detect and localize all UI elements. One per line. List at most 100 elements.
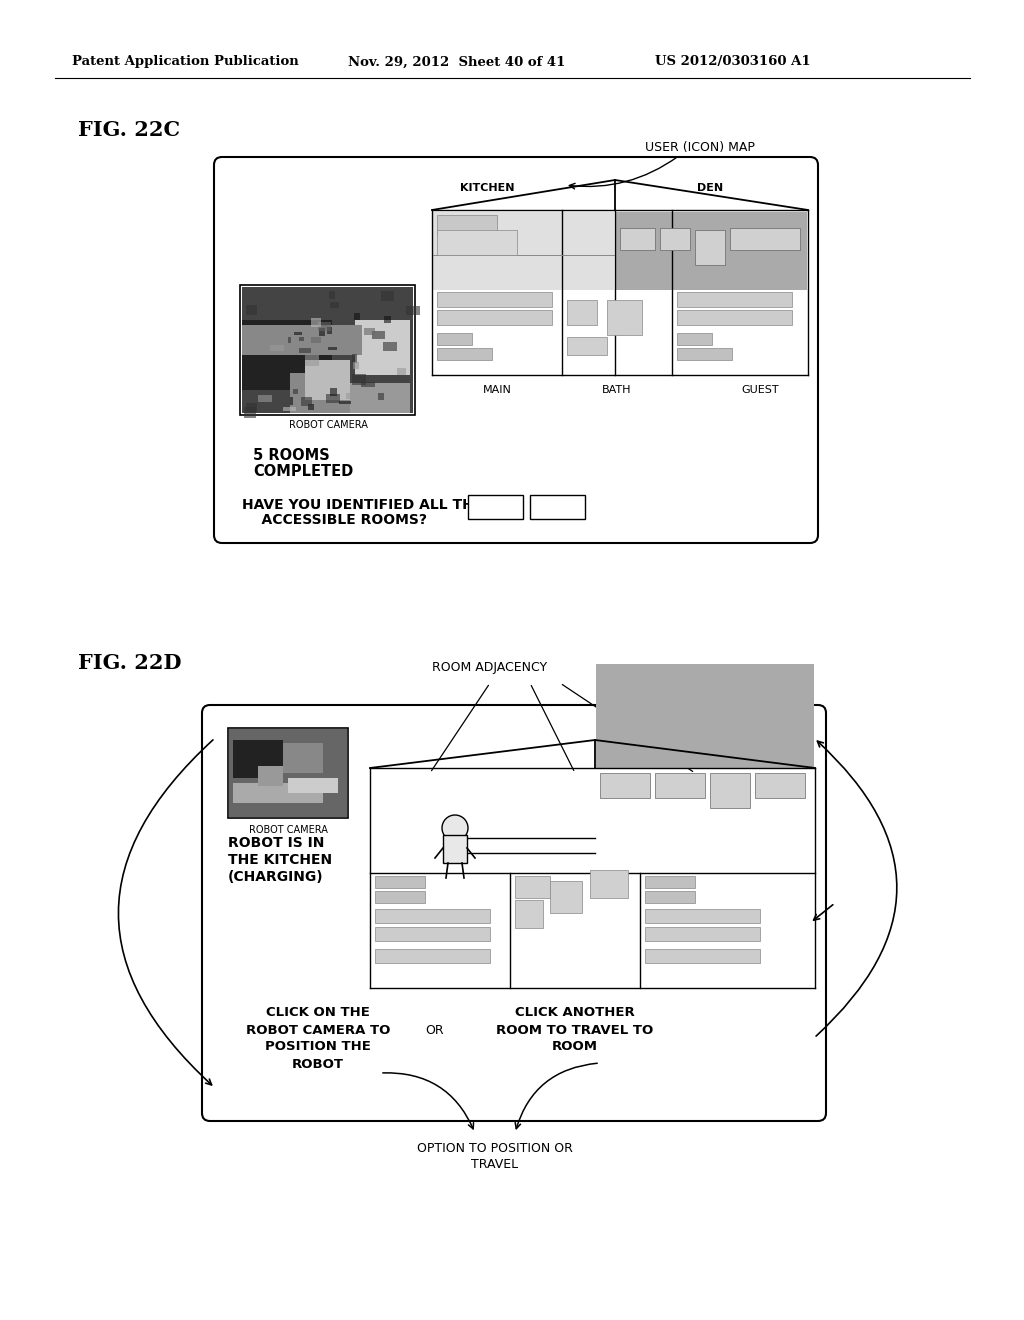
Bar bbox=[730, 228, 800, 249]
Bar bbox=[645, 909, 760, 923]
Text: (CHARGING): (CHARGING) bbox=[228, 870, 324, 884]
Bar bbox=[645, 949, 760, 964]
Bar bbox=[364, 327, 375, 335]
Text: MAIN: MAIN bbox=[482, 385, 511, 395]
Bar bbox=[437, 292, 552, 308]
Text: OR: OR bbox=[426, 1023, 444, 1036]
Bar bbox=[381, 290, 394, 301]
Text: CLICK ON THE: CLICK ON THE bbox=[266, 1006, 370, 1019]
Bar bbox=[258, 766, 283, 785]
Text: TRAVEL: TRAVEL bbox=[471, 1159, 518, 1172]
Bar bbox=[246, 305, 257, 315]
Bar bbox=[406, 306, 420, 315]
Text: KITCHEN: KITCHEN bbox=[460, 183, 514, 193]
Bar bbox=[437, 333, 472, 345]
Text: ROBOT CAMERA TO: ROBOT CAMERA TO bbox=[246, 1023, 390, 1036]
Bar bbox=[352, 374, 366, 385]
Bar bbox=[293, 389, 298, 393]
Bar bbox=[290, 374, 350, 413]
Text: ROOM TO TRAVEL TO: ROOM TO TRAVEL TO bbox=[497, 1023, 653, 1036]
Bar bbox=[372, 331, 385, 339]
FancyBboxPatch shape bbox=[202, 705, 826, 1121]
Bar bbox=[283, 407, 296, 411]
Bar bbox=[677, 292, 792, 308]
Text: ROBOT IS IN: ROBOT IS IN bbox=[228, 836, 325, 850]
Bar bbox=[375, 891, 425, 903]
Bar bbox=[378, 393, 384, 400]
Bar bbox=[437, 310, 552, 325]
Bar bbox=[645, 891, 695, 903]
Text: USER (ICON) MAP: USER (ICON) MAP bbox=[645, 141, 755, 154]
Bar bbox=[660, 228, 690, 249]
Text: 5 ROOMS: 5 ROOMS bbox=[253, 447, 330, 462]
Bar bbox=[311, 318, 321, 327]
Bar bbox=[375, 876, 425, 888]
Circle shape bbox=[442, 814, 468, 841]
Bar bbox=[590, 870, 628, 898]
Bar bbox=[288, 777, 338, 793]
Text: FIG. 22C: FIG. 22C bbox=[78, 120, 180, 140]
Bar bbox=[229, 729, 347, 817]
Bar bbox=[327, 327, 332, 334]
Bar bbox=[515, 900, 543, 928]
Bar bbox=[677, 348, 732, 360]
Bar bbox=[242, 319, 332, 389]
Bar bbox=[242, 286, 413, 413]
Bar bbox=[755, 774, 805, 799]
Bar bbox=[600, 774, 650, 799]
Bar bbox=[443, 836, 467, 863]
Bar bbox=[567, 300, 597, 325]
Bar bbox=[330, 302, 339, 308]
Text: THE KITCHEN: THE KITCHEN bbox=[228, 853, 332, 867]
Bar bbox=[299, 348, 311, 352]
Bar bbox=[228, 729, 348, 818]
Bar bbox=[330, 388, 337, 396]
Bar bbox=[299, 337, 304, 341]
Bar bbox=[305, 355, 319, 366]
Bar bbox=[695, 230, 725, 265]
Bar bbox=[616, 213, 807, 290]
Text: OPTION TO POSITION OR: OPTION TO POSITION OR bbox=[417, 1142, 573, 1155]
Bar bbox=[655, 774, 705, 799]
FancyBboxPatch shape bbox=[214, 157, 818, 543]
Bar bbox=[677, 333, 712, 345]
Bar bbox=[677, 310, 792, 325]
Text: DEN: DEN bbox=[697, 183, 723, 193]
Bar bbox=[233, 741, 283, 777]
Bar bbox=[339, 401, 351, 404]
Bar bbox=[375, 909, 490, 923]
Bar bbox=[355, 319, 410, 375]
Bar bbox=[352, 354, 357, 363]
Bar bbox=[383, 342, 397, 351]
Bar bbox=[375, 949, 490, 964]
Bar bbox=[567, 337, 607, 355]
Text: US 2012/0303160 A1: US 2012/0303160 A1 bbox=[655, 55, 811, 69]
Bar bbox=[468, 495, 523, 519]
Bar bbox=[550, 880, 582, 913]
Bar bbox=[645, 876, 695, 888]
Text: ACCESSIBLE ROOMS?: ACCESSIBLE ROOMS? bbox=[242, 513, 427, 527]
Bar bbox=[301, 397, 312, 407]
Bar bbox=[375, 927, 490, 941]
Bar bbox=[319, 327, 325, 337]
Text: ROBOT CAMERA: ROBOT CAMERA bbox=[249, 825, 328, 836]
Bar bbox=[645, 927, 760, 941]
Bar bbox=[620, 228, 655, 249]
Text: ROBOT: ROBOT bbox=[292, 1057, 344, 1071]
Bar bbox=[258, 395, 272, 403]
Bar bbox=[437, 348, 492, 360]
Text: POSITION THE: POSITION THE bbox=[265, 1040, 371, 1053]
Bar bbox=[329, 290, 335, 300]
Bar bbox=[242, 286, 413, 413]
Text: GUEST: GUEST bbox=[741, 385, 779, 395]
Bar bbox=[384, 315, 391, 323]
Bar bbox=[350, 383, 410, 413]
Text: ROBOT CAMERA: ROBOT CAMERA bbox=[289, 420, 368, 430]
Bar bbox=[244, 407, 256, 418]
Bar bbox=[361, 381, 375, 387]
Bar bbox=[710, 774, 750, 808]
Bar bbox=[233, 783, 323, 803]
Text: BATH: BATH bbox=[602, 385, 632, 395]
Bar bbox=[437, 215, 497, 235]
Bar bbox=[354, 313, 360, 319]
